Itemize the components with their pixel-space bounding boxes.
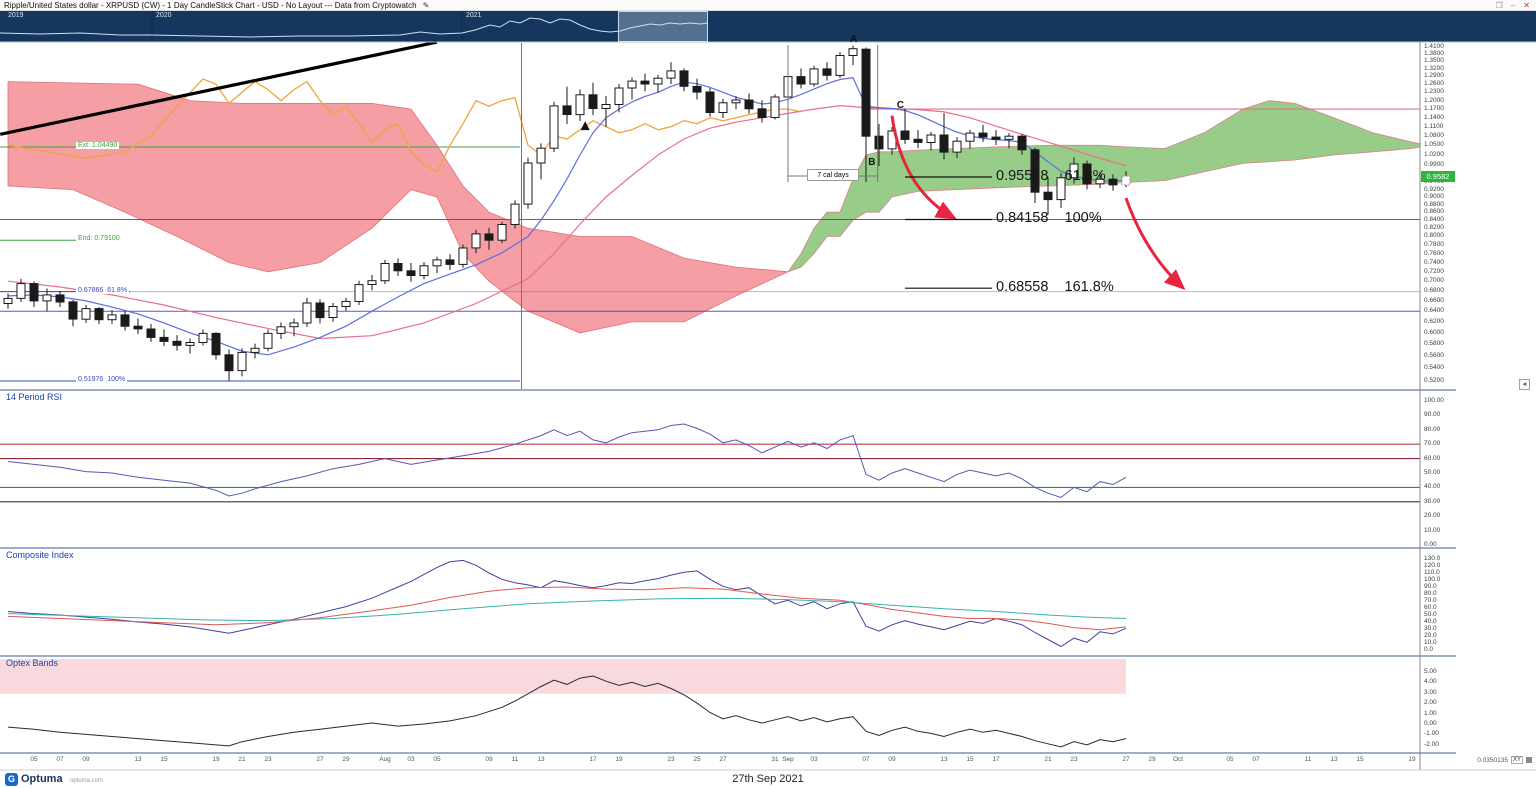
edit-pencil-icon[interactable]: ✎ [422,0,430,10]
measure-label: 7 cal days [807,169,859,181]
axis-corner: 0.0350135 XY [1477,756,1532,764]
orange-line [7,78,802,173]
year-label-2021: 2021 [466,12,482,19]
current-date-label: 27th Sep 2021 [732,773,804,785]
brand-name[interactable]: Optuma [21,773,63,785]
composite-composite-line [7,559,1127,648]
rsi-panel-title: 14 Period RSI [6,392,63,402]
close-window-button[interactable]: ✕ [1523,0,1530,10]
ichimoku-cloud-red [7,81,790,334]
rsi-line [7,423,1127,499]
optex-panel-title: Optex Bands [6,658,59,668]
minimize-window-button[interactable]: – [1510,0,1516,10]
composite-panel-title: Composite Index [6,550,74,560]
optex-band [0,659,1126,694]
timeline-minimap[interactable]: 2019 2020 2021 [0,11,1536,42]
titlebar: Ripple/United States dollar - XRPUSD (CW… [0,0,1536,11]
trendline [0,40,438,136]
window-controls: ❐ – ✕ [1488,0,1530,11]
axis-xy-button[interactable]: XY [1510,756,1523,764]
composite-slow-ma-line [7,597,1127,622]
axis-corner-icon[interactable] [1526,757,1532,763]
minimap-selection[interactable] [618,11,708,42]
minimap-line [0,17,709,38]
last-price-badge: 0.9582 [1421,171,1455,182]
ichimoku-cloud-green [786,100,1421,273]
red-arrow [890,115,958,220]
corner-value: 0.0350135 [1477,756,1508,764]
footer: G Optuma optuma.com 27th Sep 2021 [0,771,1536,788]
composite-fast-ma-line [7,586,1127,631]
year-label-2019: 2019 [8,12,24,19]
scroll-left-button[interactable]: ◂ [1519,379,1530,390]
optuma-logo-icon[interactable]: G [5,773,18,786]
red-arrow [1124,197,1186,291]
year-label-2020: 2020 [156,12,172,19]
restore-window-button[interactable]: ❐ [1495,0,1503,10]
up-arrow-marker [580,121,590,131]
window-title: Ripple/United States dollar - XRPUSD (CW… [4,0,417,10]
brand-domain: optuma.com [70,778,104,784]
optex-line [7,675,1127,748]
